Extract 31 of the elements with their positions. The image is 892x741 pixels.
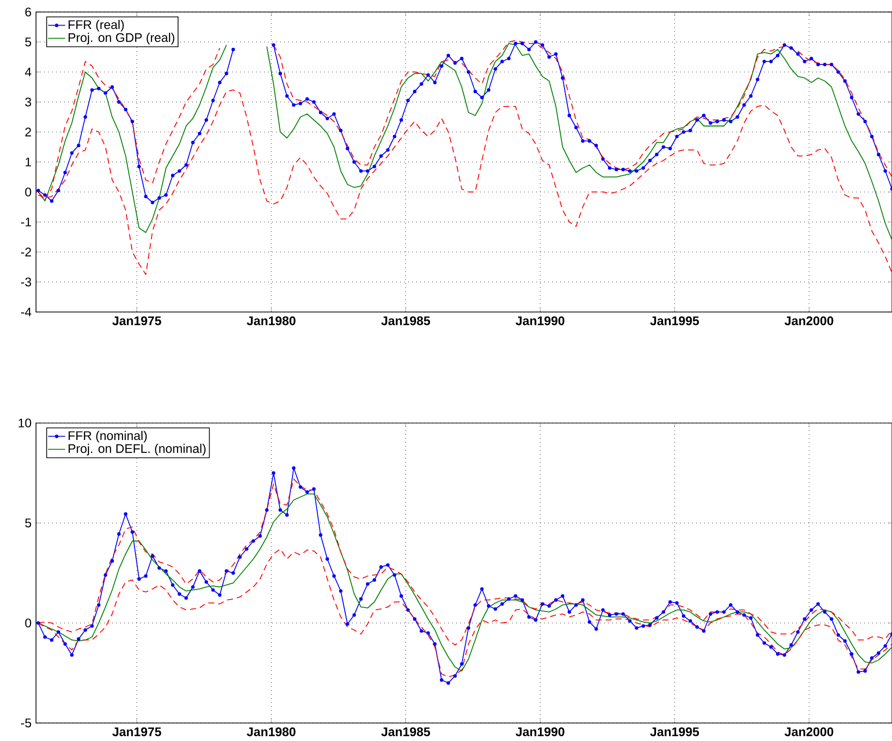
legend-label: Proj. on DEFL. (nominal) (68, 444, 206, 456)
y-tick-label: 4 (24, 68, 32, 76)
y-tick-label: 3 (25, 98, 32, 106)
y-tick-label: 10 (18, 418, 32, 428)
y-tick-label: -5 (21, 718, 32, 728)
y-tick-label: 5 (25, 38, 32, 46)
y-tick-label: -4 (21, 308, 32, 316)
y-tick-label: 6 (25, 8, 32, 16)
x-tick-label: Jan1985 (381, 727, 430, 736)
y-tick-label: 1 (26, 158, 32, 166)
x-tick-label: Jan1985 (381, 316, 430, 326)
y-tick-label: 0 (25, 618, 32, 628)
x-tick-label: Jan1980 (246, 727, 296, 736)
y-tick-label: 5 (25, 518, 32, 528)
y-tick-label: -2 (21, 248, 32, 256)
legend-label: Proj. on GDP (real) (68, 32, 174, 44)
x-tick-label: Jan1975 (112, 727, 162, 736)
x-tick-label: Jan1975 (112, 316, 162, 326)
y-tick-label: 0 (25, 188, 32, 196)
legend-label: FFR (nominal) (68, 430, 147, 443)
x-tick-label: Jan2000 (784, 727, 834, 736)
legend-label: FFR (real) (68, 20, 124, 32)
x-tick-label: Jan1990 (516, 727, 564, 736)
y-tick-label: -3 (21, 278, 32, 286)
x-tick-label: Jan1990 (516, 316, 564, 326)
x-tick-label: Jan1995 (650, 316, 699, 326)
y-tick-label: -1 (21, 218, 32, 226)
y-tick-label: 2 (25, 128, 32, 136)
x-tick-label: Jan2000 (784, 316, 834, 326)
x-tick-label: Jan1980 (246, 316, 296, 326)
x-tick-label: Jan1995 (650, 727, 699, 736)
